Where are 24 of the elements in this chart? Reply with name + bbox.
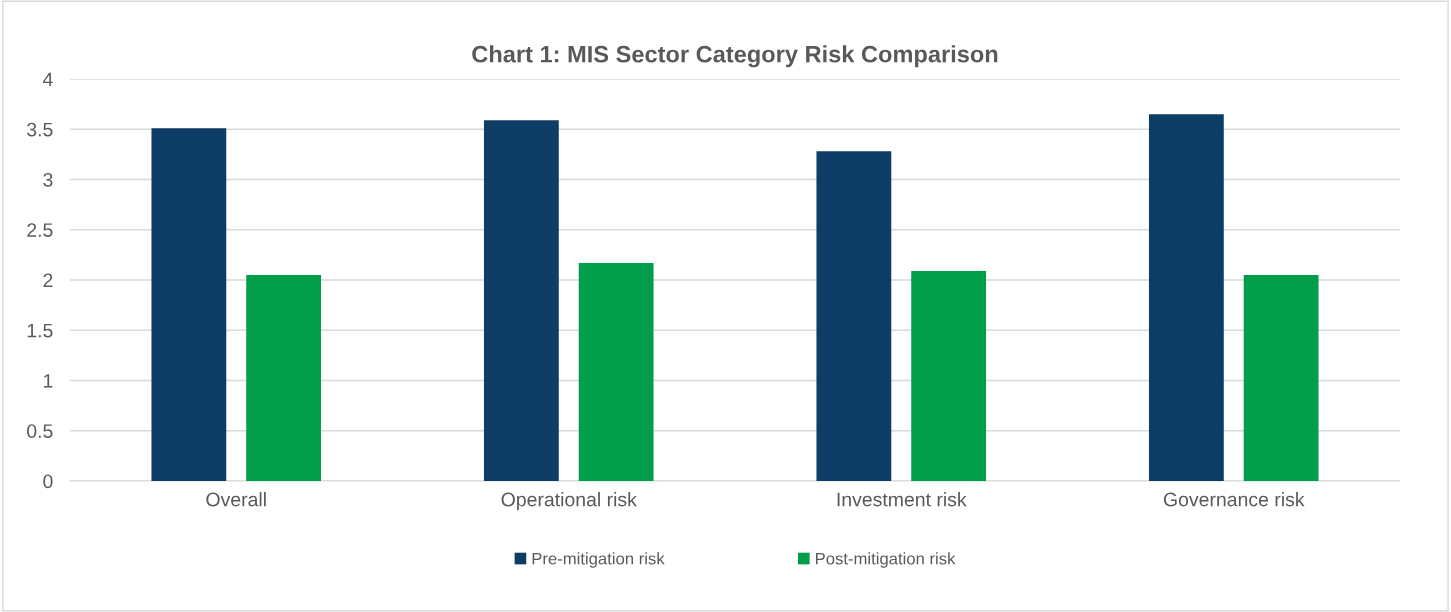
y-tick-label: 4 [42,72,53,87]
bar [816,151,892,481]
y-tick-label: 3.5 [27,122,53,137]
bar [246,274,322,481]
y-tick-label: 1.5 [27,323,53,338]
y-tick-label: 3 [43,172,53,187]
legend-label: Pre-mitigation risk [532,552,665,568]
y-tick-label: 0 [43,474,53,489]
x-tick-label: Governance risk [1163,492,1305,507]
x-tick-label: Operational risk [501,492,637,511]
legend-label: Post-mitigation risk [815,552,956,568]
bar [1148,114,1224,481]
bar [1243,274,1319,481]
bar [578,262,654,481]
chart-title: Chart 1: MIS Sector Category Risk Comparison [472,45,998,68]
y-tick-label: 0.5 [27,424,53,438]
bar [483,120,559,481]
y-tick-label: 2 [43,273,53,288]
y-tick-label: 2.5 [27,223,53,237]
bar [911,270,987,481]
x-tick-label: Investment risk [837,492,967,507]
bar [151,128,227,481]
x-tick-label: Overall [206,492,266,507]
y-tick-label: 1 [44,374,53,388]
